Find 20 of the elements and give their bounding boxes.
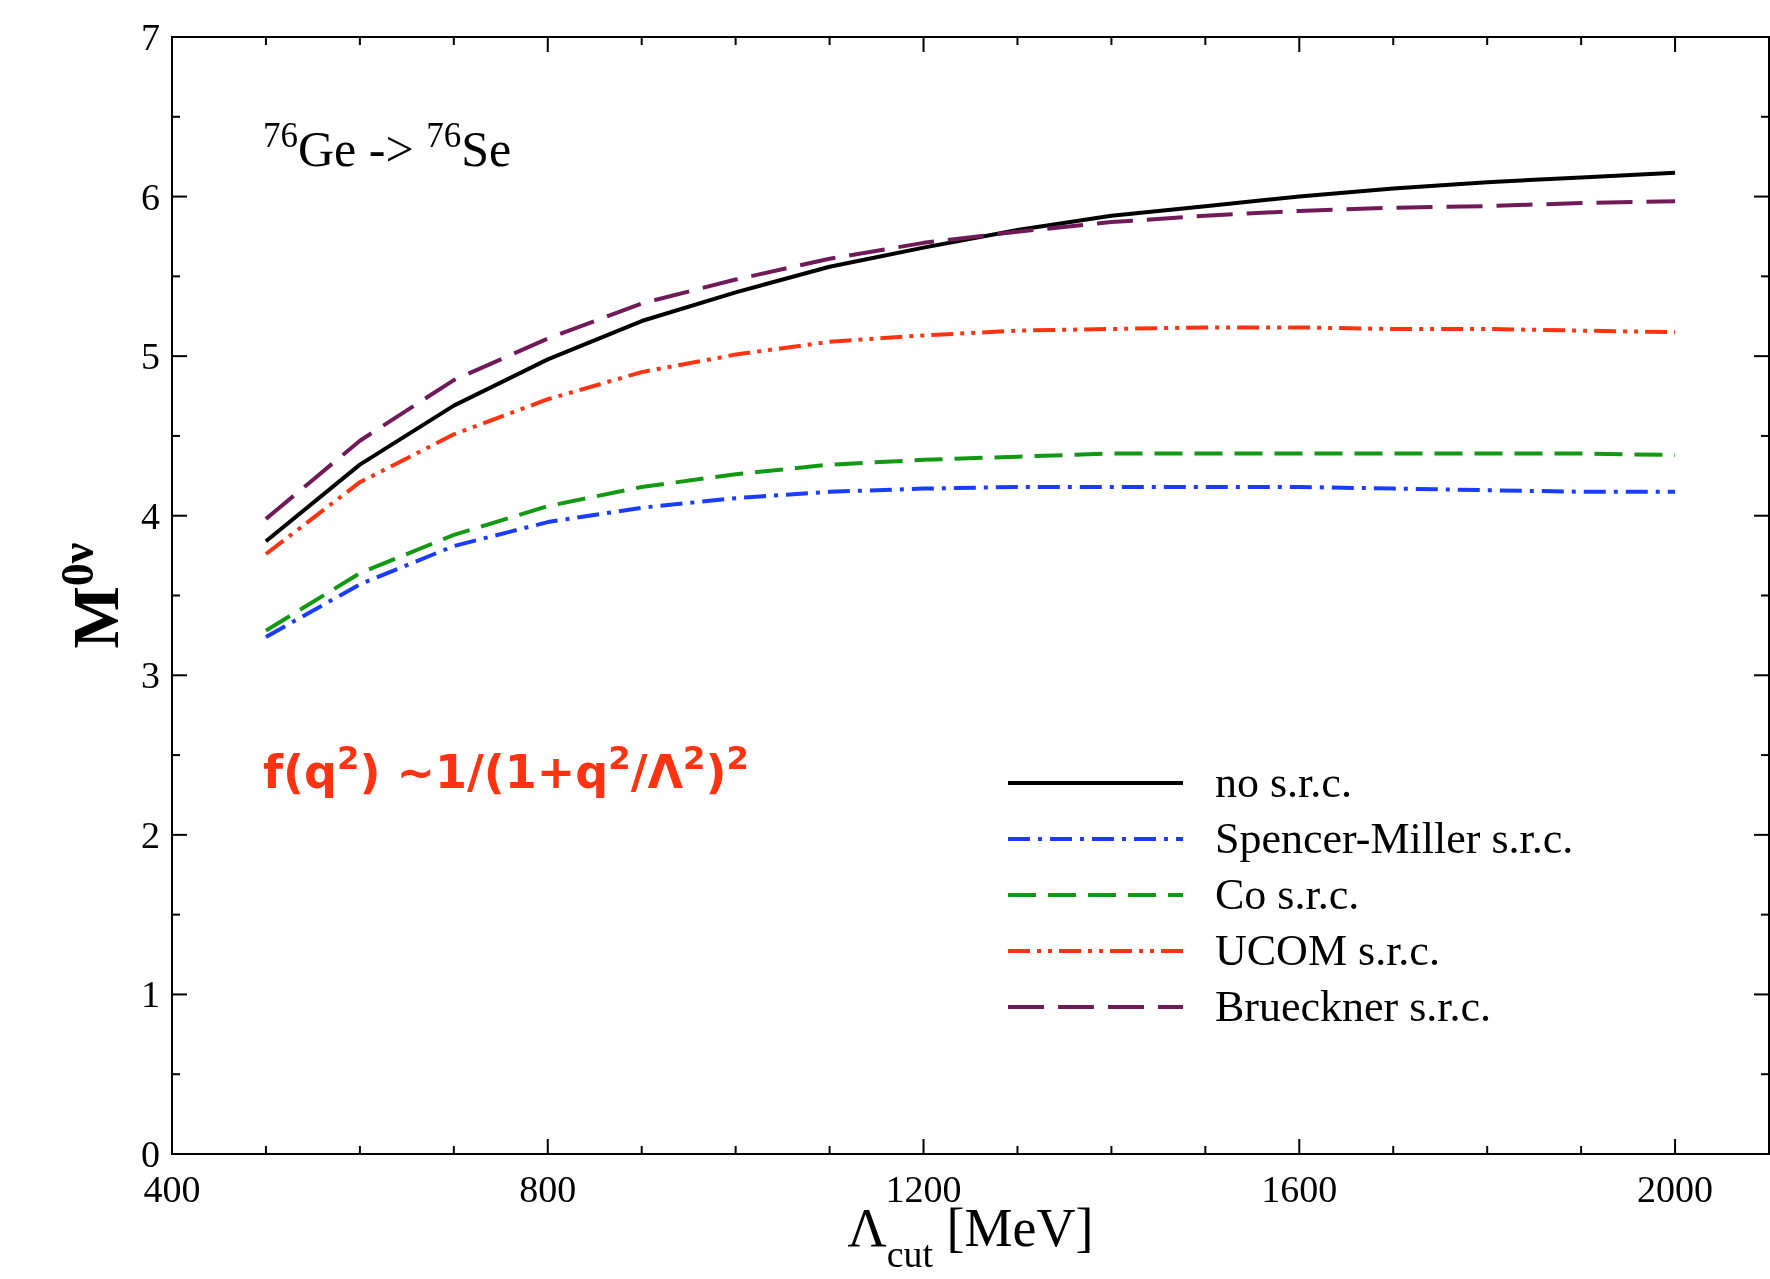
x-tick-label: 1600	[1261, 1168, 1338, 1210]
x-tick-label: 800	[519, 1168, 577, 1210]
y-tick-label: 5	[141, 335, 160, 378]
y-tick-label: 4	[141, 494, 160, 537]
legend-label: Co s.r.c.	[1215, 870, 1360, 919]
x-tick-label: 2000	[1637, 1168, 1714, 1210]
annotation: f(q$^{2}$) ~1/(1+q$^{2}$/Λ$^{2}$)$^{2}$	[263, 739, 749, 799]
line-series	[263, 484, 1678, 639]
line-series	[263, 451, 1678, 633]
legend-label: Spencer-Miller s.r.c.	[1215, 814, 1574, 863]
y-tick-label: 2	[141, 813, 160, 856]
legend-label: UCOM s.r.c.	[1215, 926, 1440, 975]
y-tick-label: 1	[141, 973, 160, 1016]
y-tick-label: 7	[141, 16, 160, 58]
y-tick-label: 6	[141, 175, 160, 218]
legend-label: Brueckner s.r.c.	[1215, 982, 1492, 1031]
y-tick-label: 3	[141, 654, 160, 697]
annotation: $^{76}$Ge -> $^{76}$Se	[263, 115, 512, 177]
legend-label: no s.r.c.	[1215, 758, 1352, 807]
line-series	[263, 325, 1678, 557]
